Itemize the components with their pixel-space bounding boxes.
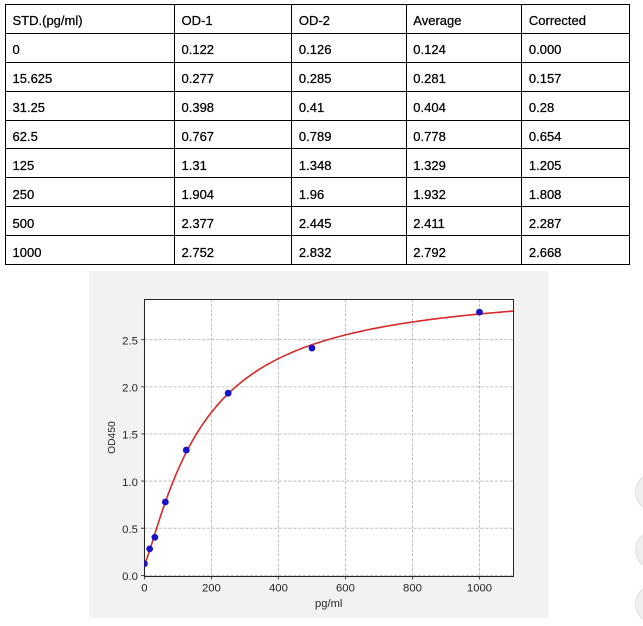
svg-text:200: 200 xyxy=(202,583,221,595)
svg-text:0: 0 xyxy=(141,583,147,595)
svg-text:0.5: 0.5 xyxy=(122,524,138,536)
svg-text:2.5: 2.5 xyxy=(122,335,138,347)
svg-text:1.0: 1.0 xyxy=(122,477,138,489)
svg-text:400: 400 xyxy=(269,583,288,595)
svg-text:OD450: OD450 xyxy=(107,421,118,454)
svg-text:600: 600 xyxy=(336,583,355,595)
svg-text:800: 800 xyxy=(403,583,422,595)
svg-text:0.0: 0.0 xyxy=(122,571,138,583)
svg-text:1000: 1000 xyxy=(467,583,492,595)
svg-text:2.0: 2.0 xyxy=(122,383,138,395)
svg-text:1.5: 1.5 xyxy=(122,430,138,442)
svg-text:pg/ml: pg/ml xyxy=(315,598,342,610)
